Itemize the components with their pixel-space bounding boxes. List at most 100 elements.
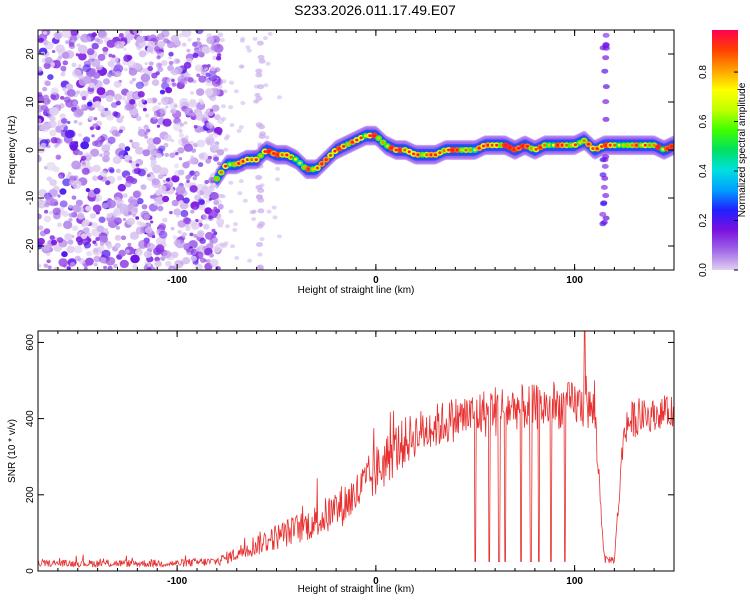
heatmap-cell	[350, 140, 355, 144]
heatmap-cell	[92, 175, 99, 181]
heatmap-cell	[120, 115, 125, 119]
heatmap-cell	[129, 139, 133, 143]
heatmap-cell	[38, 213, 42, 220]
heatmap-cell	[86, 101, 93, 107]
heatmap-cell	[155, 62, 163, 69]
heatmap-cell	[213, 156, 219, 162]
heatmap-cell	[142, 107, 147, 112]
heatmap-cell	[83, 266, 88, 270]
heatmap-cell	[175, 152, 179, 156]
heatmap-cell	[44, 202, 50, 208]
heatmap-cell	[97, 136, 102, 141]
heatmap-cell	[170, 34, 180, 43]
heatmap-cell	[44, 209, 49, 214]
heatmap-cell	[168, 56, 172, 60]
heatmap-cell	[144, 113, 150, 118]
heatmap-cell	[102, 78, 111, 85]
heatmap-cell	[86, 250, 93, 257]
colorbar-gradient	[712, 30, 738, 270]
heatmap-cell	[219, 171, 223, 174]
heatmap-cell	[276, 234, 282, 239]
heatmap-cell	[464, 148, 468, 152]
heatmap-cell	[146, 267, 152, 270]
heatmap-cell	[131, 110, 139, 118]
heatmap-cell	[170, 138, 175, 143]
heatmap-cell	[181, 42, 187, 47]
heatmap-cell	[101, 144, 111, 153]
heatmap-cell	[62, 87, 67, 92]
heatmap-cell	[209, 239, 214, 244]
heatmap-cell	[95, 193, 100, 198]
heatmap-cell	[209, 183, 215, 189]
heatmap-cell	[156, 55, 161, 60]
heatmap-cell	[525, 144, 529, 148]
heatmap-cell	[98, 216, 106, 223]
heatmap-cell	[141, 99, 146, 103]
heatmap-cell	[43, 263, 49, 268]
heatmap-cell	[508, 146, 512, 149]
heatmap-cell	[111, 54, 116, 58]
heatmap-cell	[208, 253, 215, 258]
heatmap-cell	[135, 216, 140, 220]
heatmap-cell	[85, 205, 92, 212]
heatmap-cell	[481, 144, 486, 148]
heatmap-cell	[256, 163, 264, 169]
heatmap-cell	[199, 237, 206, 244]
heatmap-cell	[232, 227, 238, 232]
colorbar-tick-label: 0.8	[698, 65, 709, 79]
heatmap-cell	[613, 143, 617, 147]
heatmap-cell	[219, 38, 225, 43]
heatmap-cell	[135, 81, 144, 90]
heatmap-cell	[521, 144, 525, 148]
heatmap-cell	[99, 235, 109, 244]
heatmap-cell	[228, 180, 234, 185]
heatmap-cell	[99, 170, 108, 178]
spectrogram-cells	[38, 30, 674, 270]
heatmap-cell	[146, 128, 151, 133]
heatmap-cell	[68, 217, 73, 222]
heatmap-cell	[617, 143, 621, 147]
heatmap-cell	[621, 143, 626, 147]
heatmap-cell	[157, 33, 165, 41]
heatmap-cell	[130, 178, 138, 185]
heatmap-cell	[126, 217, 136, 226]
heatmap-cell	[116, 175, 123, 181]
heatmap-cell	[173, 208, 182, 216]
heatmap-cell	[259, 237, 265, 242]
heatmap-cell	[59, 200, 68, 208]
heatmap-cell	[129, 196, 133, 200]
heatmap-cell	[224, 224, 230, 229]
heatmap-cell	[113, 93, 123, 101]
heatmap-cell	[285, 153, 289, 157]
y-tick-label: 400	[25, 410, 36, 427]
heatmap-cell	[211, 228, 216, 233]
heatmap-cell	[119, 155, 124, 160]
heatmap-cell	[183, 121, 188, 125]
heatmap-cell	[85, 187, 91, 193]
heatmap-cell	[193, 206, 198, 211]
heatmap-cell	[385, 144, 390, 148]
heatmap-cell	[60, 117, 68, 124]
heatmap-cell	[192, 41, 198, 47]
heatmap-cell	[48, 210, 54, 215]
heatmap-cell	[132, 77, 136, 82]
heatmap-cell	[88, 115, 94, 121]
heatmap-cell	[246, 48, 252, 53]
heatmap-cell	[159, 107, 167, 115]
heatmap-cell	[93, 117, 98, 121]
heatmap-cell	[75, 236, 83, 243]
heatmap-cell	[602, 154, 610, 160]
heatmap-cell	[228, 163, 232, 166]
heatmap-cell	[50, 94, 57, 100]
heatmap-cell	[118, 33, 124, 38]
heatmap-cell	[68, 204, 73, 209]
heatmap-cell	[205, 199, 210, 204]
heatmap-cell	[355, 138, 359, 142]
heatmap-cell	[177, 229, 182, 234]
heatmap-cell	[182, 256, 191, 265]
heatmap-cell	[223, 147, 229, 152]
heatmap-cell	[106, 199, 116, 209]
heatmap-cell	[60, 95, 65, 100]
heatmap-cell	[368, 134, 372, 138]
heatmap-cell	[94, 243, 98, 247]
